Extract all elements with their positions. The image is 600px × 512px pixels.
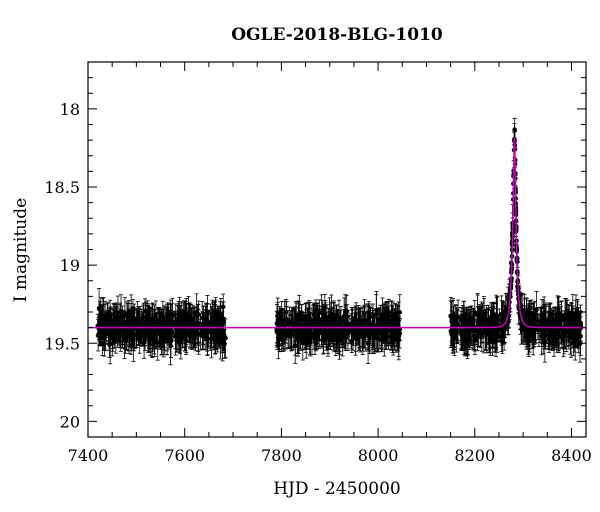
data-point-1223	[470, 314, 476, 346]
data-point-1209	[543, 321, 548, 349]
data-point-1262	[531, 318, 537, 345]
data-point-1245	[571, 330, 576, 357]
data-point-795	[335, 311, 341, 337]
data-point-367	[221, 317, 227, 353]
data-point-805	[352, 305, 358, 334]
model-curve	[88, 137, 586, 329]
data-point-423	[100, 305, 105, 334]
data-point-1212	[539, 305, 545, 344]
data-point-753	[362, 320, 367, 349]
data-point-407	[213, 315, 219, 349]
data-point-800	[378, 304, 383, 342]
data-point-417	[113, 312, 119, 354]
data-point-406	[183, 301, 189, 335]
data-point-745	[343, 304, 348, 336]
x-tick-label: 7600	[164, 446, 205, 465]
x-axis-label: HJD - 2450000	[273, 479, 401, 499]
axis-ticks-layer: 7400 7600 7800 8000 8200 8400 18 18.5 19 19.5 20	[44, 62, 592, 465]
data-point-381	[142, 298, 148, 324]
data-point-386	[122, 322, 127, 359]
data-point-402	[173, 303, 179, 341]
data-point-422	[124, 319, 130, 343]
data-point-1260	[467, 306, 473, 331]
data-point-1191	[455, 307, 461, 341]
data-point-828	[315, 305, 320, 336]
data-point-809	[329, 311, 334, 335]
data-point-1205	[558, 305, 564, 330]
data-point-1243	[491, 308, 497, 333]
data-point-816	[309, 307, 315, 335]
data-point-305	[193, 310, 198, 352]
y-tick-label: 19	[60, 256, 80, 275]
x-tick-label: 7400	[68, 446, 109, 465]
data-point-412	[140, 304, 146, 345]
y-axis-label: I magnitude	[11, 198, 31, 302]
data-point-1241	[494, 296, 499, 336]
data-point-357	[122, 297, 128, 336]
x-tick-label: 8200	[454, 446, 495, 465]
data-point-398	[203, 302, 209, 332]
data-point-410	[157, 309, 163, 335]
data-point-814	[296, 302, 302, 335]
data-point-780	[389, 320, 395, 345]
data-point-1255	[520, 293, 526, 332]
data-point-369	[167, 319, 172, 345]
data-point-413	[188, 303, 194, 341]
data-point-342	[165, 302, 170, 344]
data-point-409	[117, 302, 123, 332]
data-point-817	[364, 303, 370, 338]
data-point-394	[208, 303, 213, 343]
data-point-347	[199, 301, 205, 335]
data-point-820	[384, 317, 390, 344]
model-curve-layer	[88, 137, 586, 329]
data-point-401	[180, 319, 186, 344]
data-point-823	[331, 302, 337, 332]
data-point-1261	[461, 300, 467, 342]
data-point-418	[145, 303, 151, 329]
data-points-layer	[95, 117, 584, 366]
data-point-349	[187, 324, 193, 349]
data-point-813	[302, 317, 307, 342]
data-point-826	[367, 310, 372, 352]
x-tick-label: 8400	[551, 446, 592, 465]
data-point-405	[102, 300, 108, 331]
data-point-1218	[479, 305, 484, 339]
data-point-812	[324, 316, 329, 348]
y-tick-label: 20	[60, 412, 80, 431]
x-tick-label: 8000	[358, 446, 399, 465]
data-point-1238	[539, 317, 544, 356]
data-point-414	[137, 306, 143, 332]
data-point-415	[145, 305, 151, 344]
data-point-352	[195, 303, 200, 345]
data-point-1258	[546, 304, 552, 344]
y-tick-label: 18.5	[44, 178, 80, 197]
data-point-788	[379, 313, 385, 351]
data-point-777	[374, 291, 379, 330]
data-point-829	[289, 314, 294, 352]
data-point-1227	[569, 303, 574, 338]
data-point-1256	[574, 313, 580, 346]
data-point-393	[161, 305, 167, 331]
x-tick-label: 7800	[261, 446, 302, 465]
y-tick-label: 19.5	[44, 334, 80, 353]
data-point-421	[128, 302, 134, 342]
data-point-1220	[527, 319, 532, 353]
y-tick-label: 18	[60, 100, 80, 119]
data-point-1248	[473, 315, 479, 346]
chart-title: OGLE-2018-BLG-1010	[231, 25, 443, 45]
data-point-416	[203, 306, 208, 341]
data-point-1229	[559, 325, 565, 349]
data-point-378	[135, 305, 141, 340]
